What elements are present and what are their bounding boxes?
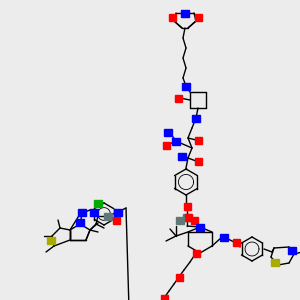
Bar: [194, 14, 202, 20]
Bar: [232, 238, 239, 245]
Bar: [94, 200, 102, 206]
Bar: [112, 217, 119, 224]
Bar: [288, 247, 296, 254]
Bar: [220, 233, 228, 241]
Bar: [181, 10, 189, 16]
Bar: [114, 208, 122, 215]
Bar: [169, 14, 176, 20]
Bar: [184, 202, 190, 209]
Bar: [163, 142, 170, 148]
Bar: [160, 295, 167, 300]
Bar: [184, 214, 191, 220]
Bar: [164, 128, 172, 136]
Bar: [176, 217, 184, 224]
Bar: [196, 224, 204, 230]
Bar: [178, 152, 186, 160]
Bar: [183, 214, 191, 220]
Bar: [192, 115, 200, 122]
Bar: [47, 236, 55, 244]
Bar: [271, 259, 279, 266]
Bar: [194, 136, 202, 143]
Bar: [176, 274, 182, 280]
Bar: [175, 94, 182, 101]
Bar: [194, 158, 202, 164]
Bar: [190, 217, 197, 224]
Bar: [193, 250, 200, 256]
Bar: [90, 208, 98, 215]
Bar: [182, 82, 190, 89]
Bar: [104, 212, 112, 220]
Bar: [76, 218, 84, 226]
Bar: [78, 208, 86, 215]
Bar: [172, 137, 180, 145]
